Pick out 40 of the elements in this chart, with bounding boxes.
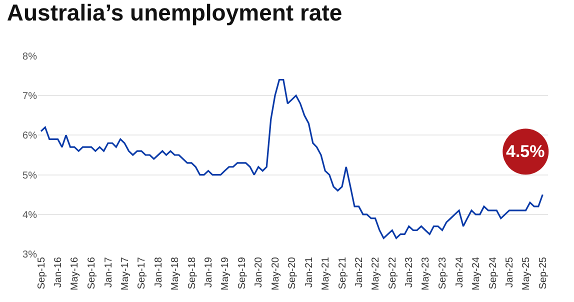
x-tick-label: Jan-25 [504,256,516,288]
x-tick-label: Sep-15 [36,256,48,290]
x-tick-label: Sep-24 [488,256,499,290]
x-tick-label: May-23 [420,256,432,290]
x-tick-label: Sep-17 [136,256,148,290]
x-tick-label: Sep-16 [86,256,98,290]
x-tick-label: May-17 [120,256,131,290]
y-tick-label: 4% [22,210,38,221]
x-tick-label: Jan-24 [454,256,466,288]
x-tick-label: Sep-23 [438,256,449,290]
chart-title: Australia’s unemployment rate [6,0,342,26]
x-tick-label: May-19 [220,256,231,290]
x-tick-label: Sep-20 [287,256,298,290]
x-tick-label: Jan-23 [404,256,416,288]
x-tick-label: Jan-19 [204,256,215,288]
x-tick-label: Sep-19 [236,256,248,290]
y-tick-label: 3% [22,250,38,260]
x-tick-label: May-25 [521,256,532,290]
line-series [40,78,544,239]
x-tick-label: Jan-21 [304,256,315,288]
x-tick-label: May-20 [270,256,282,290]
x-tick-label: Jan-18 [153,256,164,288]
x-tick-label: May-18 [170,256,181,290]
y-tick-label: 5% [22,170,38,182]
x-tick-label: May-16 [70,256,81,290]
x-tick-label: May-22 [370,256,382,290]
y-tick-label: 8% [22,52,38,62]
x-tick-label: Jan-16 [53,256,64,288]
x-tick-label: Jan-20 [254,256,265,288]
x-tick-label: Sep-25 [538,256,549,290]
y-tick-label: 7% [22,91,38,102]
x-tick-label: Sep-22 [387,256,398,290]
x-tick-label: Sep-18 [186,256,198,290]
x-tick-label: Jan-17 [103,256,114,288]
y-tick-label: 6% [22,130,38,142]
annotation: 4.5% [506,142,545,161]
x-tick-label: May-21 [320,256,332,290]
x-tick-label: Jan-22 [354,256,366,288]
x-tick-label: May-24 [470,256,482,290]
x-tick-label: Sep-21 [337,256,348,290]
